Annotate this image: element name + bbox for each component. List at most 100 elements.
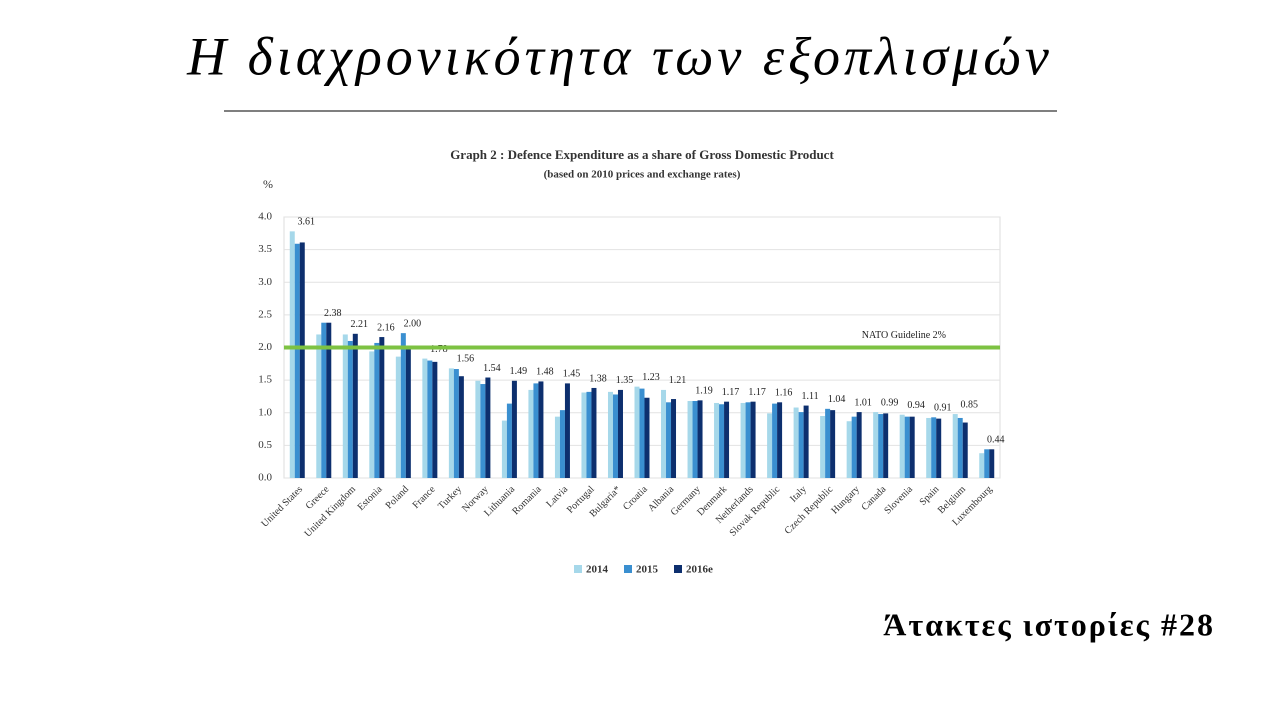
y-tick-label: 1.5	[258, 374, 272, 386]
bar	[687, 401, 693, 478]
bar	[825, 408, 831, 478]
y-tick-label: 0.0	[258, 472, 272, 484]
legend-swatch	[624, 565, 632, 573]
bar	[661, 389, 667, 478]
bar	[405, 347, 411, 478]
bar	[352, 333, 358, 478]
bar	[528, 389, 534, 478]
chart-title: Graph 2 : Defence Expenditure as a share…	[450, 147, 834, 162]
x-tick-label: Slovenia	[882, 484, 915, 517]
bar	[617, 389, 623, 478]
bar	[767, 413, 773, 478]
bar	[554, 416, 560, 478]
bar	[697, 400, 703, 478]
bar	[724, 401, 730, 478]
value-label: 1.01	[854, 397, 872, 408]
bar	[639, 388, 645, 478]
bar	[299, 242, 305, 478]
x-tick-label: Czech Republic	[783, 484, 836, 537]
bar	[714, 402, 720, 478]
x-tick-label: Poland	[384, 484, 411, 511]
bar	[485, 377, 491, 478]
value-label: 1.11	[802, 391, 819, 402]
bar	[612, 394, 618, 478]
value-label: 1.45	[563, 369, 581, 380]
bar	[458, 376, 464, 478]
x-tick-label: France	[411, 484, 438, 511]
y-tick-label: 3.5	[258, 243, 272, 255]
legend-swatch	[574, 565, 582, 573]
value-label: 1.16	[775, 388, 793, 399]
legend-label: 2015	[636, 564, 659, 576]
value-label: 1.04	[828, 394, 846, 405]
bar	[851, 416, 857, 478]
bar	[591, 387, 597, 478]
value-label: 1.38	[589, 373, 607, 384]
bar	[750, 401, 756, 478]
bar	[692, 401, 698, 478]
bar	[745, 402, 751, 478]
bar	[926, 417, 932, 478]
value-label: 1.23	[642, 372, 660, 383]
x-tick-label: Romania	[510, 484, 544, 518]
value-label: 3.61	[298, 217, 316, 228]
bar	[506, 403, 512, 478]
bar	[533, 383, 539, 478]
value-label: 2.16	[377, 322, 395, 333]
bar	[294, 243, 300, 478]
y-tick-label: 0.5	[258, 439, 272, 451]
bar	[564, 383, 570, 478]
legend-label: 2016e	[686, 564, 713, 576]
bar	[957, 417, 963, 478]
value-label: 1.21	[669, 375, 687, 386]
x-tick-label: Hungary	[829, 484, 862, 517]
bar	[448, 368, 454, 478]
value-label: 0.44	[987, 435, 1005, 446]
x-tick-label: Croatia	[621, 484, 650, 513]
value-label: 2.00	[404, 318, 422, 329]
bar	[772, 403, 778, 478]
y-tick-label: 2.0	[258, 341, 272, 353]
y-axis-label: %	[263, 177, 273, 191]
value-label: 1.17	[722, 387, 740, 398]
bar	[342, 334, 348, 478]
bar	[501, 420, 507, 478]
bar	[581, 392, 587, 478]
bar	[984, 449, 990, 478]
bar	[952, 414, 958, 478]
bar	[538, 381, 544, 478]
slide-title: Η διαχρονικότητα των εξοπλισμών	[186, 26, 1053, 86]
y-tick-label: 2.5	[258, 308, 272, 320]
chart-subtitle: (based on 2010 prices and exchange rates…	[544, 169, 741, 181]
bar	[666, 402, 672, 478]
y-tick-label: 3.0	[258, 276, 272, 288]
value-label: 1.56	[457, 354, 475, 365]
bar	[904, 416, 910, 478]
bar	[369, 351, 375, 478]
bar	[931, 417, 937, 478]
bar	[989, 449, 995, 478]
bar	[793, 407, 799, 478]
x-tick-label: United States	[259, 484, 305, 530]
bar	[909, 416, 915, 478]
value-label: 0.99	[881, 397, 899, 408]
bar	[432, 361, 438, 478]
bar	[671, 399, 677, 478]
bar	[321, 322, 327, 478]
bar	[559, 410, 565, 478]
bar	[777, 402, 783, 478]
slide-footer: Άτακτες ιστορίες #28	[883, 606, 1215, 642]
x-tick-label: Spain	[918, 484, 942, 508]
bar	[740, 402, 746, 478]
bar	[422, 358, 428, 478]
value-label: 1.54	[483, 363, 501, 374]
value-label: 0.85	[960, 399, 978, 410]
bar	[480, 384, 486, 478]
legend-swatch	[674, 565, 682, 573]
bar	[873, 412, 879, 478]
x-tick-label: Italy	[788, 484, 809, 505]
value-label: 1.17	[748, 387, 766, 398]
bar	[878, 414, 884, 478]
value-label: 1.48	[536, 367, 554, 378]
